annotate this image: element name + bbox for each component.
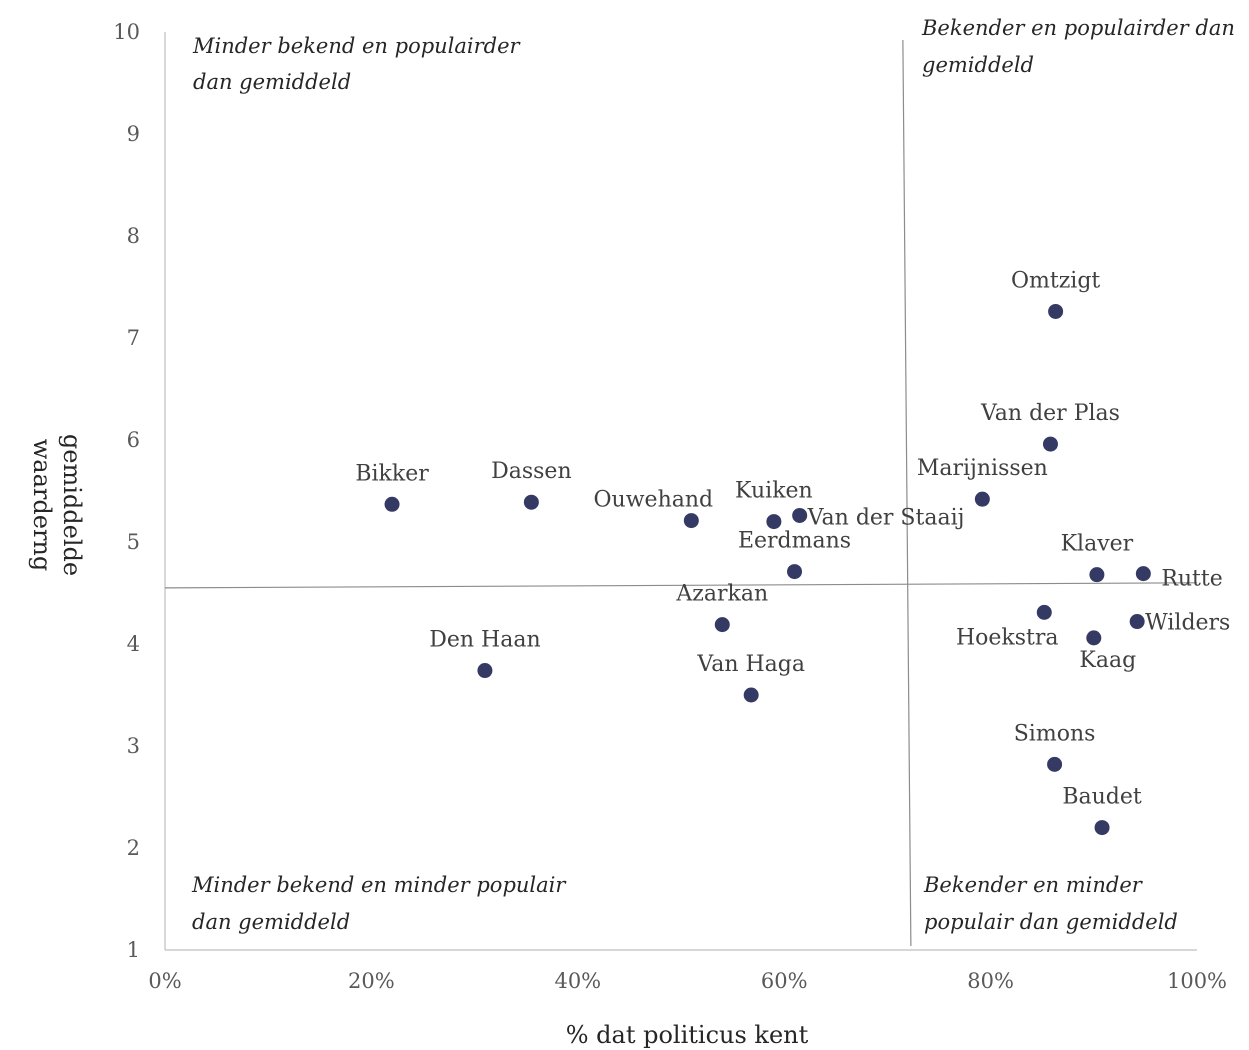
y-tick-label: 1 <box>127 938 140 962</box>
point-label: Dassen <box>491 459 572 484</box>
data-point <box>683 513 699 529</box>
point-label: Azarkan <box>675 582 768 607</box>
point-label: Wilders <box>1145 611 1230 636</box>
data-point <box>1042 436 1058 452</box>
data-point <box>523 494 539 510</box>
point-label: Den Haan <box>429 628 540 653</box>
point-label: Van Haga <box>696 652 805 677</box>
x-axis-title: % dat politicus kent <box>566 1021 809 1049</box>
data-point <box>792 507 808 523</box>
point-label: Bikker <box>355 461 429 486</box>
data-point <box>743 687 759 703</box>
y-tick-label: 8 <box>127 224 140 248</box>
y-tick-label: 5 <box>127 530 140 554</box>
y-tick-label: 10 <box>113 20 140 44</box>
quadrant-bottom-right-line-1: Bekender en minder <box>923 873 1144 897</box>
reference-lines <box>164 39 1198 947</box>
data-points <box>384 303 1151 836</box>
point-label: Baudet <box>1062 785 1142 810</box>
data-point <box>787 564 803 580</box>
point-label: Eerdmans <box>738 529 851 554</box>
axes <box>164 32 1197 951</box>
data-point <box>1086 630 1102 646</box>
data-point <box>384 496 400 512</box>
data-point <box>714 617 730 633</box>
quadrant-bottom-left-line-1: Minder bekend en minder populair <box>191 873 567 897</box>
x-tick-label: 0% <box>148 969 181 993</box>
x-tick-label: 60% <box>761 969 808 993</box>
point-label: Simons <box>1014 721 1096 746</box>
point-label: Van der Staaij <box>807 505 965 530</box>
data-point <box>766 514 782 530</box>
point-label: Kaag <box>1079 648 1136 673</box>
x-tick-label: 80% <box>967 969 1014 993</box>
y-axis-title-line-1: gemiddelde <box>58 434 86 576</box>
data-point <box>974 491 990 507</box>
quadrant-top-left-line-2: dan gemiddeld <box>193 70 351 94</box>
y-tick-label: 2 <box>127 836 140 860</box>
point-label: Omtzigt <box>1011 268 1100 293</box>
data-point <box>1129 614 1145 630</box>
point-label: Hoekstra <box>956 625 1059 650</box>
point-label: Marijnissen <box>917 456 1048 481</box>
mean-familiarity-line <box>902 39 912 947</box>
point-label: Klaver <box>1061 532 1134 557</box>
data-point <box>1135 566 1151 582</box>
quadrant-top-left-line-1: Minder bekend en populairder <box>192 34 522 58</box>
data-point <box>1036 604 1052 620</box>
y-tick-label: 6 <box>127 428 140 452</box>
y-tick-label: 4 <box>127 632 140 656</box>
data-point <box>1047 756 1063 772</box>
data-point <box>1094 820 1110 836</box>
data-point <box>1048 303 1064 319</box>
data-point <box>1089 567 1105 583</box>
data-point <box>477 663 493 679</box>
quadrant-top-right-line-1: Bekender en populairder dan <box>921 16 1235 40</box>
point-label: Ouwehand <box>594 488 714 513</box>
point-label: Van der Plas <box>980 401 1120 426</box>
y-tick-label: 7 <box>127 326 140 350</box>
y-axis-title: gemiddelde waarderng <box>28 434 86 576</box>
quadrant-bottom-left-line-2: dan gemiddeld <box>192 910 350 934</box>
quadrant-bottom-right-line-2: populair dan gemiddeld <box>924 910 1178 934</box>
y-tick-label: 3 <box>127 734 140 758</box>
y-tick-label: 9 <box>127 122 140 146</box>
y-axis-title-line-2: waarderng <box>28 439 56 572</box>
point-label: Kuiken <box>735 479 813 504</box>
quadrant-labels: Minder bekend en populairder dan gemidde… <box>191 16 1235 934</box>
mean-rating-line <box>164 582 1198 589</box>
x-tick-label: 40% <box>554 969 601 993</box>
x-tick-label: 20% <box>348 969 395 993</box>
x-tick-label: 100% <box>1167 969 1227 993</box>
quadrant-top-right-line-2: gemiddeld <box>922 53 1034 77</box>
point-label: Rutte <box>1161 567 1222 592</box>
